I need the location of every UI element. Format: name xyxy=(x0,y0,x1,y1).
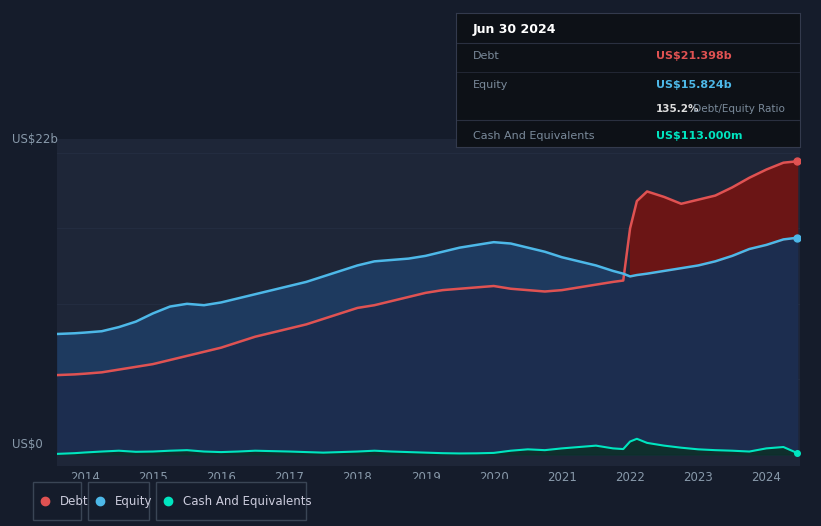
Text: 135.2%: 135.2% xyxy=(656,104,699,114)
Text: US$15.824b: US$15.824b xyxy=(656,80,732,90)
Text: Debt: Debt xyxy=(60,494,89,508)
Text: Equity: Equity xyxy=(473,80,508,90)
Text: US$21.398b: US$21.398b xyxy=(656,50,732,60)
Text: Cash And Equivalents: Cash And Equivalents xyxy=(473,131,594,141)
Text: US$0: US$0 xyxy=(12,438,43,451)
Text: Jun 30 2024: Jun 30 2024 xyxy=(473,23,557,36)
Text: Cash And Equivalents: Cash And Equivalents xyxy=(183,494,312,508)
Bar xyxy=(88,482,149,520)
Text: Debt/Equity Ratio: Debt/Equity Ratio xyxy=(690,104,785,114)
Text: Debt: Debt xyxy=(473,50,500,60)
Bar xyxy=(33,482,80,520)
Text: US$113.000m: US$113.000m xyxy=(656,131,742,141)
Bar xyxy=(156,482,306,520)
Text: US$22b: US$22b xyxy=(12,133,58,146)
Text: Equity: Equity xyxy=(115,494,153,508)
